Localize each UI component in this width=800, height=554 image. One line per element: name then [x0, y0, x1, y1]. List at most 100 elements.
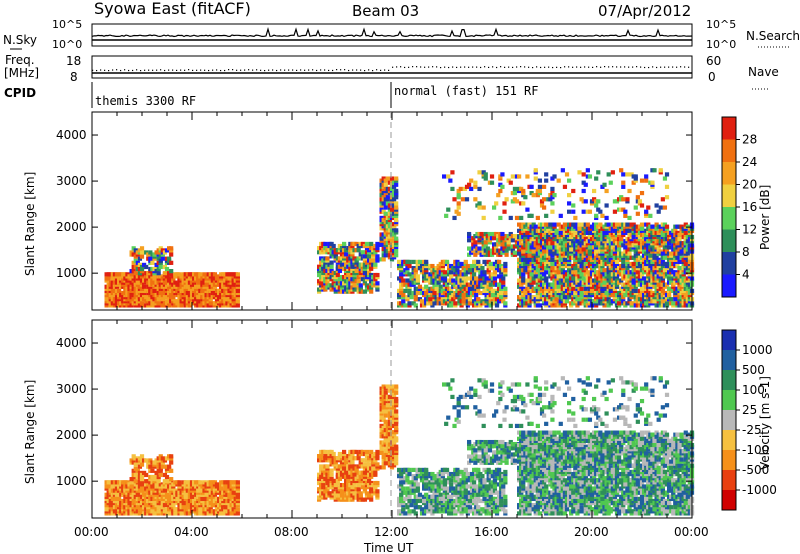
power-cell [635, 211, 640, 216]
power-cell [610, 170, 615, 175]
nave-point [128, 69, 130, 72]
nave-point [164, 69, 166, 72]
power-cell [473, 240, 478, 245]
nave-point [188, 69, 190, 71]
cpid-row: CPID themis 3300 RF normal (fast) 151 RF [4, 82, 539, 108]
power-cell [506, 246, 511, 251]
power-cell [488, 282, 493, 287]
power-cell [571, 276, 576, 281]
power-cell [156, 271, 161, 276]
power-cell [677, 237, 682, 242]
power-cell [604, 188, 609, 194]
power-cell [623, 209, 628, 214]
nave-point [272, 69, 274, 71]
nave-point [268, 69, 270, 71]
nave-point [228, 69, 230, 71]
colorbar-segment [722, 117, 736, 140]
power-cell [510, 238, 515, 243]
power-cell [383, 211, 388, 216]
power-cell [627, 251, 632, 256]
power-cell [200, 288, 205, 294]
nave-point [672, 66, 674, 68]
power-cell [474, 276, 479, 281]
power-cell [469, 178, 474, 183]
nave-point [408, 66, 410, 68]
power-cell [623, 213, 628, 218]
power-cell [573, 215, 578, 221]
power-cell [621, 263, 626, 269]
nave-point [376, 69, 378, 71]
power-cell [683, 292, 688, 298]
power-cell [662, 205, 668, 210]
power-cell [525, 278, 530, 283]
power-cell [533, 224, 538, 229]
colorbar-tick-label: 8 [742, 245, 750, 259]
power-cell [556, 178, 561, 183]
power-cell [596, 170, 601, 175]
power-cell [523, 195, 528, 200]
power-cell [594, 176, 599, 181]
power-cell [598, 209, 603, 214]
nave-point [168, 69, 170, 71]
nave-point [460, 66, 462, 68]
power-cell [397, 259, 402, 265]
nave-point [452, 66, 454, 68]
power-cell [464, 197, 470, 202]
power-cell [450, 186, 455, 192]
power-cell [664, 172, 670, 177]
y-tick-label: 3000 [56, 174, 87, 188]
power-cell [627, 215, 632, 221]
power-cell [158, 264, 163, 270]
nsearch-tick-top: 10^5 [706, 18, 736, 31]
power-cell [585, 168, 590, 173]
power-cell [394, 228, 399, 233]
nave-point [544, 66, 546, 68]
power-cell [604, 203, 609, 208]
power-cell [167, 256, 172, 261]
power-cell [514, 199, 520, 204]
nave-point [576, 66, 578, 68]
power-cell [415, 278, 420, 283]
power-cell [367, 254, 372, 259]
power-cell [621, 259, 626, 265]
nave-point [676, 66, 678, 68]
velocity-cell [162, 488, 168, 493]
power-cell [533, 168, 538, 173]
power-cell [589, 288, 595, 294]
power-cell [662, 176, 668, 181]
power-cell [579, 272, 584, 277]
nave-point [572, 66, 574, 68]
power-cell [489, 180, 495, 185]
nsky-label: N.Sky [3, 33, 37, 47]
power-cell [521, 201, 526, 206]
power-cell [469, 186, 474, 192]
velocity-cell [117, 496, 122, 502]
nave-point [384, 69, 386, 71]
power-cell [164, 266, 170, 272]
nave-point [352, 69, 354, 71]
nave-point [588, 66, 590, 68]
nave-point [340, 69, 342, 71]
power-cell [415, 274, 420, 279]
nave-point [488, 66, 490, 68]
power-cell [472, 272, 477, 277]
nave-point [284, 69, 286, 71]
power-cell [500, 231, 505, 237]
power-cell [458, 186, 463, 192]
power-cell [658, 168, 663, 173]
power-colorbar-label: Power [dB] [758, 185, 772, 250]
power-cell [407, 263, 412, 269]
nave-point [176, 69, 178, 71]
nave-point [412, 66, 414, 68]
power-cell [544, 270, 549, 275]
freq-trace [92, 66, 692, 74]
freq-tick-bottom: 8 [70, 70, 78, 84]
power-cell [383, 205, 388, 210]
power-cell [394, 217, 399, 223]
power-cell [452, 215, 457, 221]
power-cell [617, 247, 622, 252]
nave-point [304, 69, 306, 71]
power-cell [623, 292, 628, 298]
power-cell [444, 213, 449, 218]
